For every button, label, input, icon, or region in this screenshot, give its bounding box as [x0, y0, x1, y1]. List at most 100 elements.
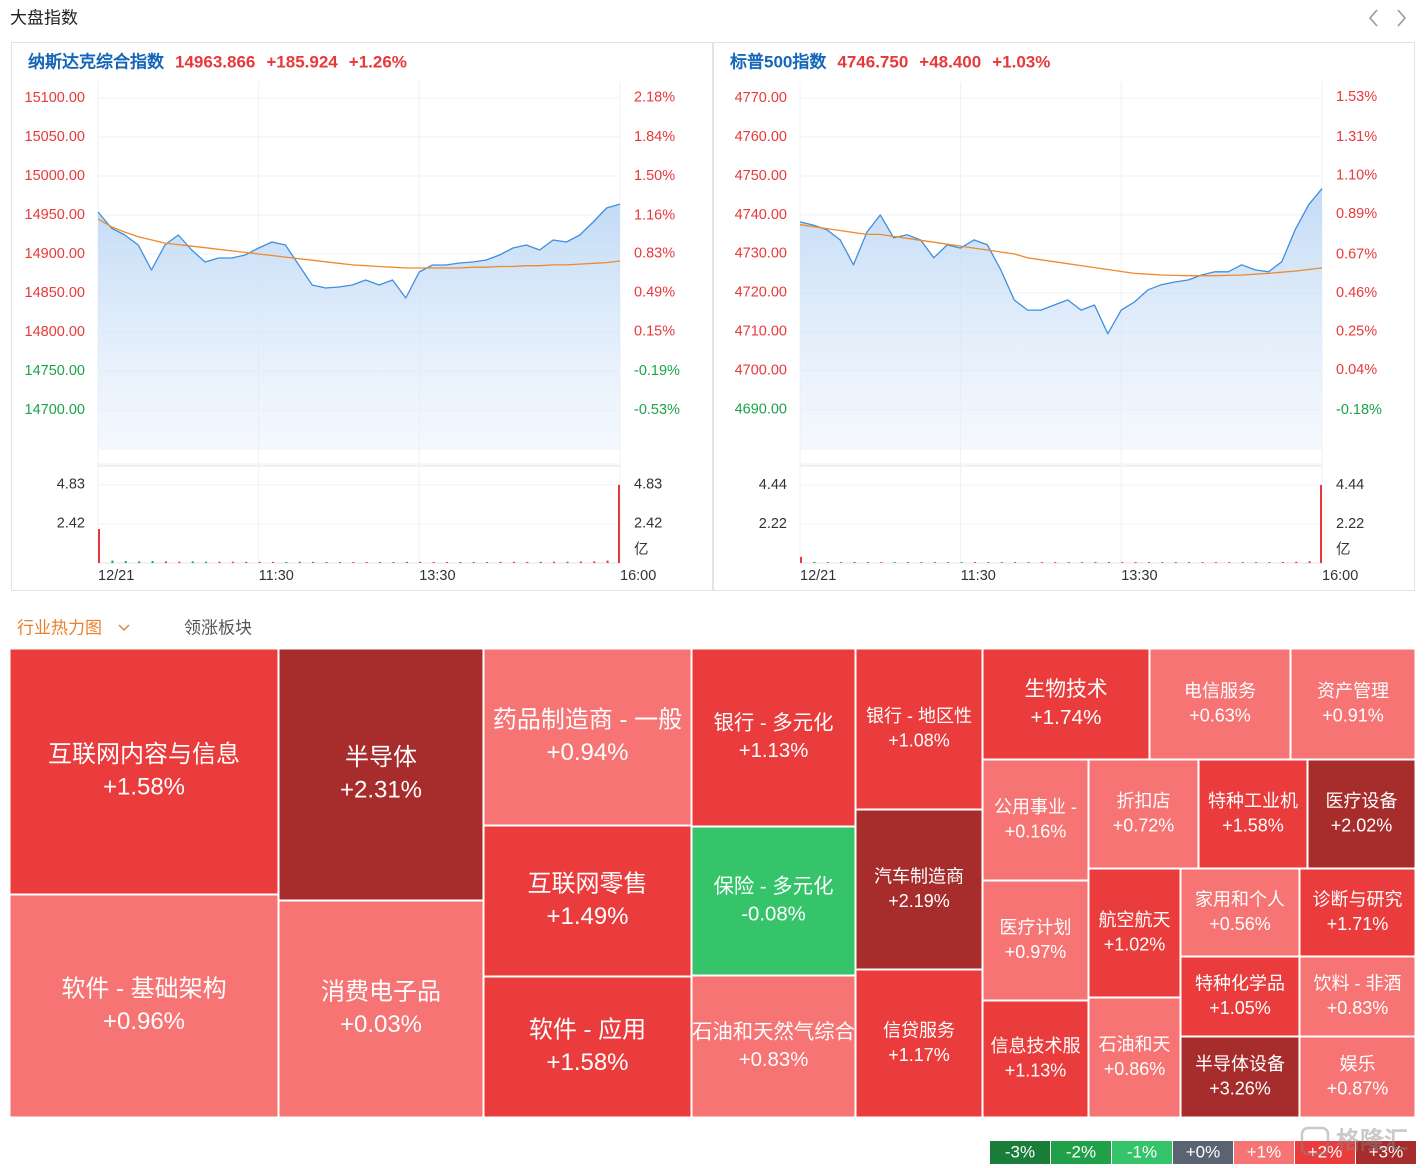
volume-bar [272, 561, 274, 563]
volume-bar [392, 562, 395, 563]
volume-tick-label: 4.83 [57, 477, 85, 493]
heatmap-tile[interactable] [1198, 759, 1308, 869]
index-name: 纳斯达克综合指数 [28, 51, 165, 71]
heatmap-tile[interactable] [9, 894, 279, 1118]
heatmap-tile[interactable] [1290, 648, 1416, 760]
heatmap-tile[interactable] [278, 900, 484, 1118]
heatmap-tile[interactable] [1149, 648, 1291, 760]
y2-tick-label: 1.10% [1336, 168, 1377, 184]
legend-label: +3% [1369, 1142, 1404, 1161]
volume-bar [486, 562, 489, 563]
volume-bar [459, 562, 462, 563]
tile-name: 软件 - 应用 [529, 1017, 646, 1044]
heatmap-tile[interactable] [1088, 868, 1181, 998]
volume-bar [312, 561, 315, 563]
next-arrow[interactable] [1397, 9, 1407, 27]
prev-arrow[interactable] [1368, 9, 1378, 27]
x-tick-label: 11:30 [961, 568, 996, 584]
legend-swatch [1234, 1141, 1294, 1164]
volume-tick-label: 4.44 [1336, 477, 1364, 493]
volume-bar [1014, 562, 1017, 563]
heatmap-tile[interactable] [1299, 868, 1416, 957]
volume-bar [553, 561, 556, 563]
heatmap-tile[interactable] [278, 648, 484, 901]
volume-bar [840, 562, 843, 563]
volume-bar [1241, 562, 1244, 563]
tile-name: 银行 - 地区性 [866, 706, 972, 726]
heatmap-tile[interactable] [982, 648, 1150, 760]
y-tick-label: 14950.00 [25, 207, 85, 223]
heatmap-tile[interactable] [691, 826, 856, 976]
y-tick-label: 4770.00 [735, 90, 787, 106]
price-area [98, 204, 620, 450]
legend-label: -1% [1127, 1142, 1157, 1161]
tab-dropdown-icon[interactable] [118, 624, 130, 632]
tile-value-label: +1.02% [1104, 934, 1166, 954]
heatmap-tile[interactable] [855, 809, 983, 970]
legend-label: -3% [1005, 1142, 1035, 1161]
tile-value-label: +0.87% [1327, 1078, 1389, 1098]
volume-tick-label: 4.44 [759, 477, 787, 493]
tile-value-label: +0.63% [1189, 705, 1251, 725]
legend-label: -2% [1066, 1142, 1096, 1161]
tile-name: 特种化学品 [1195, 974, 1285, 994]
tile-value-label: +0.72% [1113, 815, 1175, 835]
heatmap-tile[interactable] [1307, 759, 1416, 869]
heatmap-tile[interactable] [855, 969, 983, 1118]
volume-bar [1121, 562, 1124, 563]
y-tick-label: 4710.00 [735, 324, 787, 340]
heatmap-tile[interactable] [1180, 868, 1300, 957]
index-change-pct: +1.26% [349, 52, 407, 71]
heatmap-tile[interactable] [982, 880, 1089, 1001]
volume-bar [111, 560, 114, 563]
tile-name: 医疗设备 [1326, 791, 1398, 811]
tile-name: 航空航天 [1099, 910, 1171, 930]
heatmap-tile[interactable] [1088, 997, 1181, 1118]
tab[interactable]: 行业热力图 [17, 618, 102, 637]
volume-bar [178, 561, 181, 563]
y-tick-label: 4700.00 [735, 363, 787, 379]
volume-bar [432, 562, 435, 563]
index-name: 标普500指数 [730, 51, 827, 71]
y2-tick-label: 1.16% [634, 207, 675, 223]
heatmap-tile[interactable] [1299, 956, 1416, 1037]
heatmap-tile[interactable] [483, 648, 692, 826]
tile-value-label: +1.71% [1327, 914, 1389, 934]
volume-bar [1134, 562, 1137, 563]
x-tick-label: 11:30 [259, 568, 294, 584]
heatmap-tile[interactable] [691, 975, 856, 1118]
heatmap-tile[interactable] [483, 825, 692, 977]
heatmap-tile[interactable] [691, 648, 856, 827]
tile-value-label: +2.19% [888, 891, 950, 911]
heatmap-tile[interactable] [982, 1000, 1089, 1118]
volume-bar [1308, 561, 1311, 563]
tile-name: 消费电子品 [321, 979, 441, 1006]
index-price: 4746.750 [837, 52, 908, 71]
legend-label: +1% [1247, 1142, 1282, 1161]
heatmap-tile[interactable] [1180, 1036, 1300, 1118]
volume-bar [98, 528, 100, 563]
tile-name: 药品制造商 - 一般 [493, 707, 682, 734]
index-change-pct: +1.03% [992, 52, 1050, 71]
volume-bar [1295, 561, 1298, 563]
tab[interactable]: 领涨板块 [184, 618, 252, 637]
heatmap-tile[interactable] [1180, 956, 1300, 1037]
volume-bar [1255, 562, 1258, 563]
heatmap-tile[interactable] [483, 976, 692, 1118]
tile-name: 诊断与研究 [1313, 890, 1403, 910]
volume-bar [826, 562, 829, 563]
x-tick-label: 16:00 [620, 568, 656, 584]
watermark-icon [1300, 1126, 1330, 1156]
y2-tick-label: 0.49% [634, 285, 675, 301]
heatmap-tile[interactable] [855, 648, 983, 810]
tile-name: 生物技术 [1024, 678, 1107, 701]
volume-bar [164, 561, 167, 563]
heatmap-tile[interactable] [1088, 759, 1199, 869]
volume-bar [285, 562, 288, 563]
tile-name: 银行 - 多元化 [714, 712, 834, 735]
heatmap-tile[interactable] [1299, 1036, 1416, 1118]
heatmap-tile[interactable] [982, 759, 1089, 881]
heatmap-tile[interactable] [9, 648, 279, 895]
tile-value-label: +1.49% [546, 903, 628, 930]
volume-bar [245, 561, 248, 563]
